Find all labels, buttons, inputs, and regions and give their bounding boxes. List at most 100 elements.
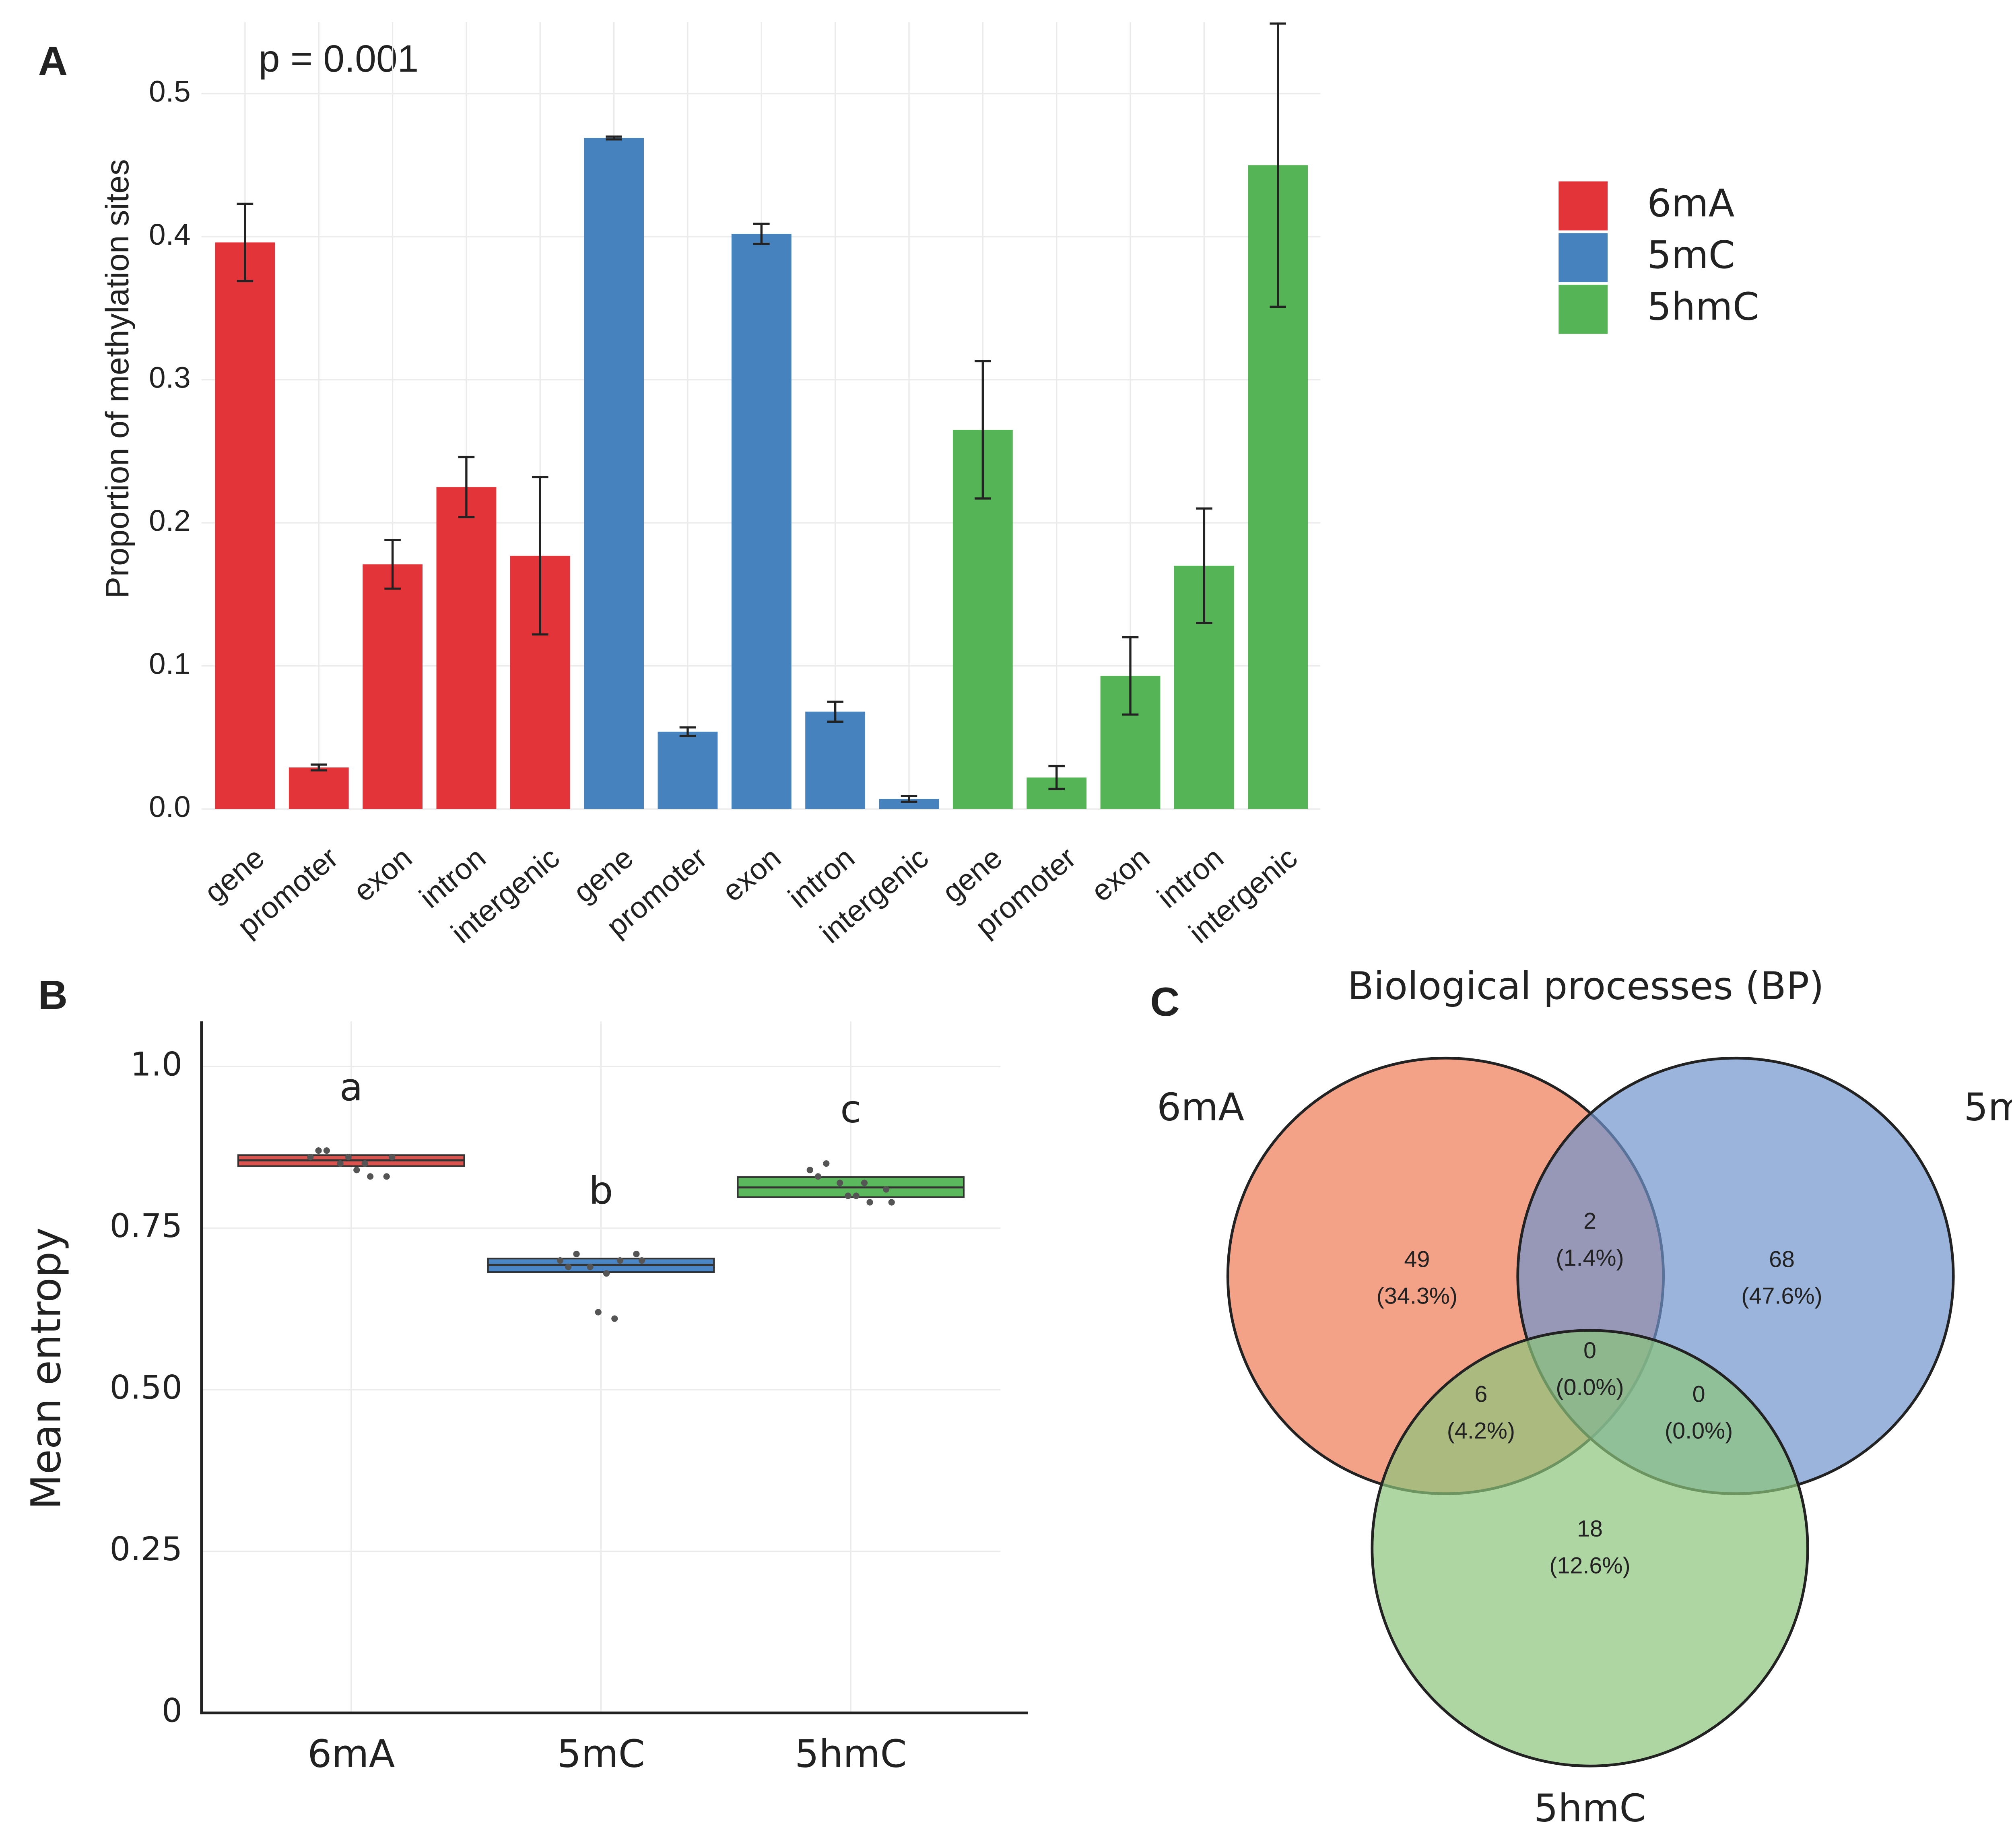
point	[837, 1180, 843, 1186]
point	[616, 1257, 623, 1264]
y-tick-label: 0.50	[110, 1369, 183, 1407]
x-tick-label: 6mA	[307, 1732, 395, 1776]
point	[845, 1192, 851, 1199]
point	[323, 1147, 330, 1154]
bar	[731, 234, 792, 809]
legend-swatch	[1558, 181, 1608, 231]
error-bar	[975, 360, 991, 500]
y-tick-label: 0.1	[149, 647, 190, 680]
point	[353, 1167, 360, 1174]
y-tick-label: 0.0	[149, 790, 190, 823]
region-share: (0.0%)	[1665, 1418, 1733, 1444]
error-bar	[606, 135, 622, 141]
region-count: 0	[1583, 1338, 1596, 1363]
y-tick-label: 0.3	[149, 361, 190, 394]
group-letter: b	[589, 1169, 613, 1213]
panel-label: B	[38, 972, 68, 1018]
region-share: (1.4%)	[1556, 1245, 1624, 1271]
error-bar	[1196, 507, 1212, 624]
point	[611, 1315, 618, 1322]
y-tick-label: 0.5	[149, 74, 190, 108]
y-tick-label: 1.0	[130, 1046, 182, 1084]
error-bar	[1048, 765, 1065, 790]
axis-line	[200, 1021, 1028, 1714]
error-bar	[753, 223, 770, 245]
set-label: 6mA	[1157, 1085, 1244, 1130]
point	[603, 1270, 610, 1277]
region-count: 49	[1404, 1246, 1430, 1272]
point	[383, 1173, 390, 1180]
y-axis-label: Mean entropy	[23, 1227, 70, 1510]
y-axis-label: Proportion of methylation sites	[99, 159, 136, 598]
point	[565, 1264, 572, 1270]
bar	[289, 767, 349, 809]
point	[361, 1160, 368, 1167]
point	[806, 1167, 813, 1174]
error-bar	[384, 539, 401, 590]
legend-label: 5hmC	[1647, 285, 1759, 329]
set-label: 5hmC	[1534, 1786, 1646, 1831]
bar	[658, 732, 718, 809]
error-bar	[1122, 636, 1139, 716]
region-share: (47.6%)	[1741, 1283, 1822, 1309]
error-bar	[310, 763, 327, 771]
group-letter: c	[840, 1087, 861, 1131]
point	[861, 1180, 868, 1186]
error-bar	[458, 456, 475, 518]
point	[573, 1250, 580, 1258]
error-bar	[901, 795, 917, 803]
panel-label: A	[38, 38, 68, 84]
point	[866, 1199, 873, 1206]
region-count: 68	[1769, 1246, 1795, 1272]
bar	[436, 487, 497, 809]
legend-label: 5mC	[1647, 233, 1735, 277]
point	[389, 1154, 396, 1161]
error-bar	[1270, 22, 1286, 308]
group-letter: a	[340, 1065, 363, 1110]
venn-title: Biological processes (BP)	[1348, 964, 1824, 1009]
y-tick-label: 0.75	[110, 1207, 183, 1245]
y-tick-label: 0.4	[149, 218, 190, 251]
x-tick-label: exon	[347, 841, 418, 908]
point	[633, 1250, 640, 1258]
point	[345, 1154, 352, 1161]
point	[307, 1154, 314, 1161]
bar	[584, 138, 644, 809]
region-share: (34.3%)	[1377, 1283, 1457, 1309]
y-tick-label: 0.2	[149, 504, 190, 537]
point	[337, 1160, 344, 1167]
panel-label: C	[1150, 979, 1179, 1025]
error-bar	[532, 476, 548, 636]
region-share: (0.0%)	[1556, 1374, 1624, 1400]
point	[315, 1147, 322, 1154]
point	[638, 1257, 645, 1264]
venn-circle	[1371, 1329, 1809, 1768]
annotation: p = 0.001	[259, 37, 419, 80]
region-count: 0	[1692, 1381, 1705, 1407]
legend-swatch	[1558, 233, 1608, 283]
error-bar	[827, 700, 843, 723]
x-tick-label: 5mC	[557, 1732, 645, 1776]
bar	[215, 242, 275, 809]
point	[823, 1160, 830, 1167]
error-bar	[237, 202, 254, 283]
x-tick-label: 5hmC	[795, 1732, 907, 1776]
region-count: 18	[1577, 1516, 1603, 1542]
region-count: 6	[1474, 1381, 1487, 1407]
y-tick-label: 0.25	[110, 1530, 183, 1568]
point	[853, 1192, 860, 1199]
legend-label: 6mA	[1647, 181, 1734, 225]
point	[557, 1257, 564, 1264]
region-share: (4.2%)	[1447, 1418, 1515, 1444]
x-tick-label: exon	[1085, 841, 1156, 908]
point	[587, 1264, 594, 1270]
bar	[363, 564, 423, 809]
x-tick-label: exon	[716, 841, 787, 908]
legend-swatch	[1558, 285, 1608, 334]
set-label: 5mC	[1964, 1085, 2012, 1130]
point	[595, 1309, 602, 1316]
y-tick-label: 0	[162, 1692, 183, 1730]
point	[814, 1173, 822, 1180]
point	[367, 1173, 374, 1180]
